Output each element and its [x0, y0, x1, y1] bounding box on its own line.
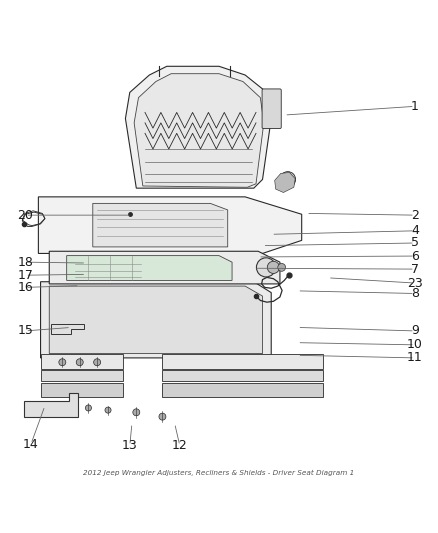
Text: 2: 2 [411, 208, 419, 222]
Circle shape [267, 261, 279, 273]
Text: 4: 4 [411, 224, 419, 237]
Circle shape [159, 413, 166, 420]
Polygon shape [41, 370, 123, 381]
Polygon shape [67, 256, 232, 280]
Polygon shape [162, 383, 323, 397]
Text: 13: 13 [122, 439, 138, 453]
Text: 17: 17 [18, 269, 33, 282]
Text: 7: 7 [411, 263, 419, 276]
Text: 2012 Jeep Wrangler Adjusters, Recliners & Shields - Driver Seat Diagram 1: 2012 Jeep Wrangler Adjusters, Recliners … [83, 470, 355, 477]
Circle shape [94, 359, 101, 366]
Circle shape [105, 407, 111, 413]
Text: 10: 10 [407, 338, 423, 351]
Polygon shape [41, 383, 123, 397]
Polygon shape [134, 74, 264, 187]
Circle shape [256, 258, 276, 277]
Text: 9: 9 [411, 325, 419, 337]
Polygon shape [49, 251, 280, 284]
Text: 18: 18 [18, 256, 33, 269]
Text: 6: 6 [411, 249, 419, 263]
Polygon shape [39, 197, 302, 254]
Text: 20: 20 [18, 208, 33, 222]
Text: 1: 1 [411, 100, 419, 113]
Polygon shape [41, 282, 271, 358]
Polygon shape [125, 66, 271, 188]
Polygon shape [275, 173, 295, 192]
Circle shape [76, 359, 83, 366]
Circle shape [133, 409, 140, 416]
Text: 8: 8 [411, 287, 419, 300]
Text: 16: 16 [18, 281, 33, 294]
Polygon shape [93, 204, 228, 247]
Text: 14: 14 [23, 438, 39, 450]
Polygon shape [24, 393, 78, 417]
Polygon shape [41, 354, 123, 369]
Circle shape [278, 263, 286, 271]
Text: 11: 11 [407, 351, 423, 365]
Polygon shape [51, 324, 84, 334]
Polygon shape [49, 286, 262, 353]
Text: 23: 23 [407, 277, 423, 289]
Polygon shape [162, 354, 323, 369]
Text: 15: 15 [18, 325, 33, 337]
Polygon shape [162, 370, 323, 381]
FancyBboxPatch shape [262, 89, 281, 128]
Circle shape [59, 359, 66, 366]
Circle shape [85, 405, 92, 411]
Text: 12: 12 [172, 439, 188, 453]
Circle shape [280, 172, 296, 187]
Text: 5: 5 [411, 237, 419, 249]
